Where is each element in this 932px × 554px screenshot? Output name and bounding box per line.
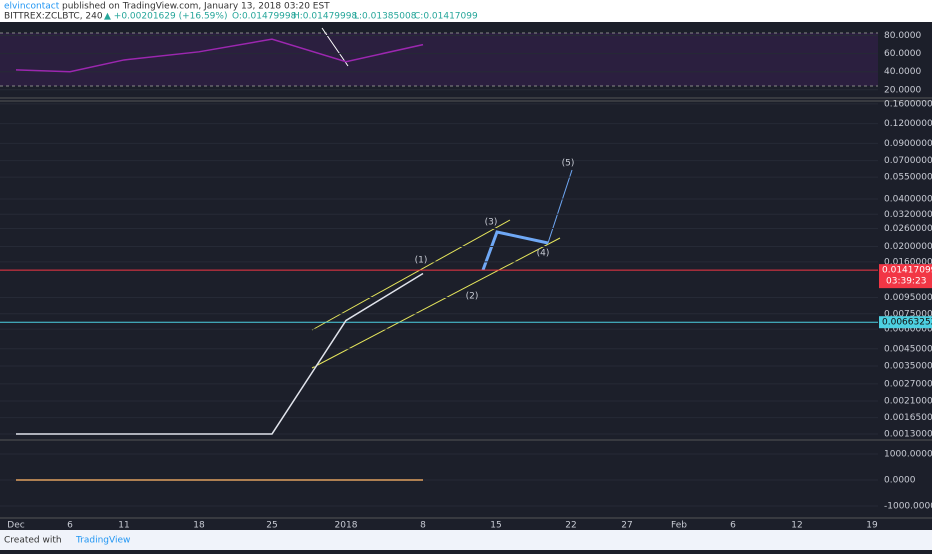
author[interactable]: elvincontact [4,2,60,12]
channel-upper [311,219,511,331]
y-tick-label: 60.0000 [884,49,921,59]
ohlc-close: C:0.01417099 [414,12,478,22]
x-tick-label: Feb [671,521,687,531]
wave-label: (2) [466,292,479,302]
ohlc-high: H:0.01479998 [293,12,357,22]
x-tick-label: Dec [7,521,24,531]
footer-created: Created with [4,536,62,546]
price-label-box [879,264,932,289]
wave-label: (3) [485,218,498,228]
y-tick-label: -1000.0000 [884,502,932,512]
y-tick-label: 0.0000 [884,476,916,486]
published: published on TradingView.com, January 13… [62,2,330,12]
y-tick-label: 20.0000 [884,85,921,95]
footer-brand[interactable]: TradingView [75,536,130,546]
series-line [16,272,424,435]
x-tick-label: 12 [791,521,802,531]
x-tick-label: 15 [490,521,501,531]
rsi-band [0,33,878,86]
y-tick-label: 40.0000 [884,67,921,77]
y-tick-label: 1000.0000 [884,450,932,460]
ohlc-low: L:0.01385008 [354,12,417,22]
x-tick-label: 6 [730,521,736,531]
x-tick-label: 2018 [335,521,358,531]
x-tick-label: 6 [67,521,73,531]
x-tick-label: 22 [565,521,576,531]
price-timer: 03:39:23 [886,277,926,287]
header-bar [0,0,932,22]
x-tick-label: 19 [866,521,878,531]
wave-arrow [481,230,549,271]
symbol: BITTREX:ZCLBTC, 240 [4,12,103,22]
price-label: 0.01417099 [882,266,932,276]
channel-lower [311,237,561,369]
y-tick-label: 80.0000 [884,31,921,41]
x-tick-label: 27 [621,521,632,531]
price-label: 0.00663252 [882,318,932,328]
wave-projection [547,169,573,244]
wave-label: (1) [415,256,428,266]
change: ▲ +0.00201629 (+16.59%) [104,12,227,22]
footer-bar [0,530,932,550]
x-tick-label: 18 [193,521,205,531]
ohlc-open: O:0.01479998 [232,12,297,22]
rsi-trendline [321,27,349,67]
price-label-box [879,316,932,329]
x-tick-label: 8 [420,521,426,531]
x-tick-label: 11 [118,521,129,531]
wave-label: (5) [562,159,575,169]
x-tick-label: 25 [266,521,277,531]
wave-label: (4) [537,249,550,259]
series-line [15,38,424,73]
